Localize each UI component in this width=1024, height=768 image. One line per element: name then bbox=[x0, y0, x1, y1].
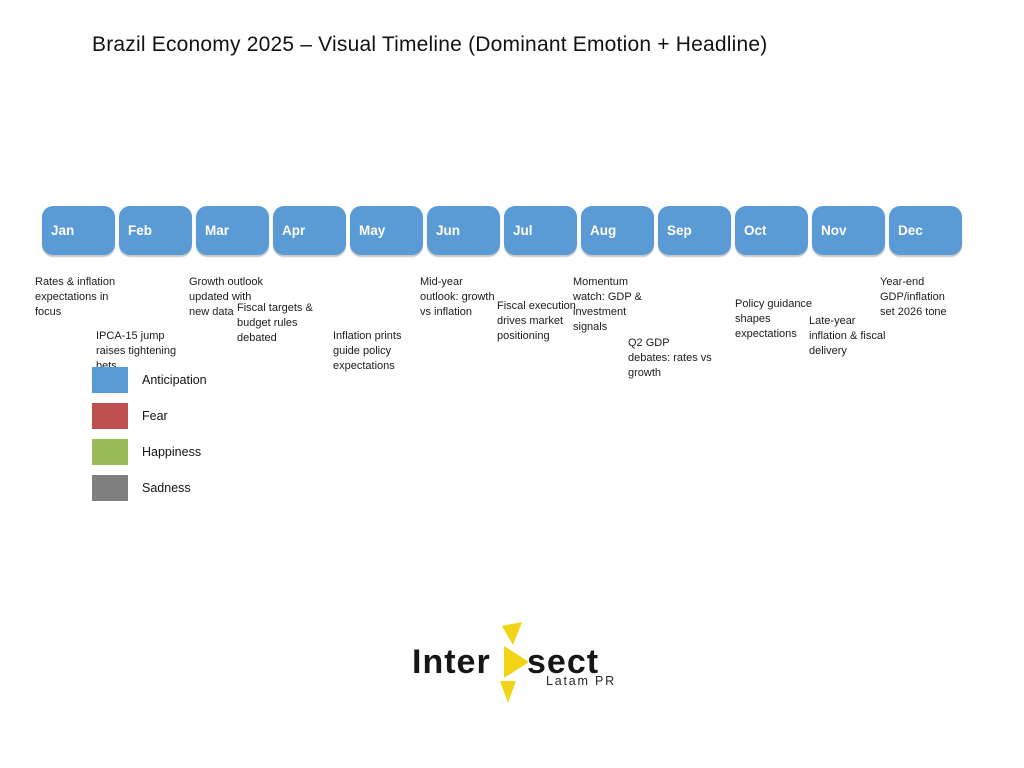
legend-swatch-sadness bbox=[92, 475, 128, 501]
month-label: Jan bbox=[51, 223, 75, 238]
month-label: Apr bbox=[282, 223, 306, 238]
headline-oct: Policy guidance shapes expectations bbox=[735, 298, 813, 340]
legend-label: Happiness bbox=[142, 445, 202, 459]
legend-item-fear: Fear bbox=[92, 403, 168, 429]
legend-item-happiness: Happiness bbox=[92, 439, 201, 465]
logo-wordmark-sect: sect bbox=[527, 643, 600, 681]
legend-label: Fear bbox=[142, 409, 168, 423]
headline-aug: Momentum watch: GDP & investment signals bbox=[573, 276, 642, 333]
page-title: Brazil Economy 2025 – Visual Timeline (D… bbox=[92, 33, 768, 56]
month-label: May bbox=[359, 223, 386, 238]
month-block-feb: Feb bbox=[119, 206, 192, 255]
month-label: Feb bbox=[128, 223, 153, 238]
month-block-nov: Nov bbox=[812, 206, 885, 255]
month-block-oct: Oct bbox=[735, 206, 808, 255]
month-label: Jul bbox=[513, 223, 533, 238]
month-block-jun: Jun bbox=[427, 206, 500, 255]
legend-swatch-fear bbox=[92, 403, 128, 429]
month-block-dec: Dec bbox=[889, 206, 962, 255]
headline-jan: Rates & inflation expectations in focus bbox=[35, 276, 116, 318]
legend-label: Anticipation bbox=[142, 373, 207, 387]
month-block-sep: Sep bbox=[658, 206, 731, 255]
logo-wordmark-inter: Inter bbox=[412, 643, 491, 681]
headline-may: Inflation prints guide policy expectatio… bbox=[333, 330, 402, 372]
month-label: Jun bbox=[436, 223, 461, 238]
headline-apr: Fiscal targets & budget rules debated bbox=[237, 302, 313, 344]
headline-nov: Late-year inflation & fiscal delivery bbox=[809, 315, 886, 357]
month-label: Dec bbox=[898, 223, 923, 238]
legend-swatch-anticipation bbox=[92, 367, 128, 393]
legend-label: Sadness bbox=[142, 481, 191, 495]
logo-bolt-icon bbox=[500, 622, 529, 703]
month-label: Sep bbox=[667, 223, 692, 238]
month-block-mar: Mar bbox=[196, 206, 269, 255]
month-block-may: May bbox=[350, 206, 423, 255]
month-block-jan: Jan bbox=[42, 206, 115, 255]
month-block-aug: Aug bbox=[581, 206, 654, 255]
month-label: Oct bbox=[744, 223, 767, 238]
headline-feb: IPCA-15 jump raises tightening bets bbox=[96, 330, 177, 372]
legend-item-anticipation: Anticipation bbox=[92, 367, 207, 393]
legend-item-sadness: Sadness bbox=[92, 475, 191, 501]
month-label: Aug bbox=[590, 223, 617, 238]
headline-sep: Q2 GDP debates: rates vs growth bbox=[628, 337, 712, 379]
headline-jun: Mid-year outlook: growth vs inflation bbox=[420, 276, 495, 318]
headline-jul: Fiscal execution drives market positioni… bbox=[497, 300, 576, 342]
month-label: Nov bbox=[821, 223, 847, 238]
month-block-apr: Apr bbox=[273, 206, 346, 255]
month-block-jul: Jul bbox=[504, 206, 577, 255]
legend-swatch-happiness bbox=[92, 439, 128, 465]
headline-mar: Growth outlook updated with new data bbox=[189, 276, 263, 318]
logo-subtitle: Latam PR bbox=[546, 674, 616, 688]
headline-dec: Year-end GDP/inflation set 2026 tone bbox=[880, 276, 947, 318]
month-label: Mar bbox=[205, 223, 230, 238]
timeline-months-row: Jan Feb Mar Apr May Jun Jul Aug Sep Oct … bbox=[42, 206, 962, 255]
